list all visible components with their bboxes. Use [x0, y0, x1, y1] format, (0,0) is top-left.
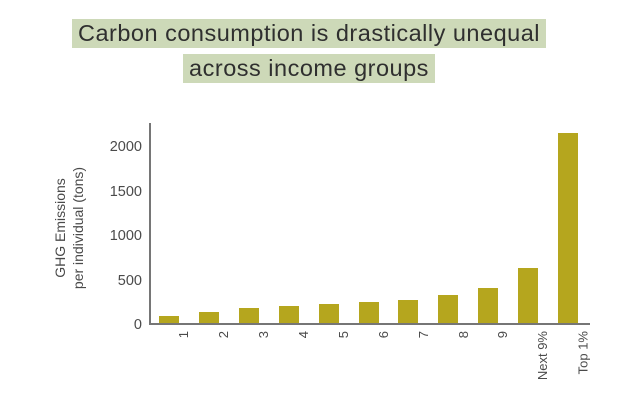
bar-Top 1% — [558, 133, 578, 323]
bar-7 — [398, 299, 419, 323]
y-axis-line — [149, 123, 151, 325]
page-title: Carbon consumption is drastically unequa… — [0, 16, 618, 86]
bar-Next 9% — [518, 267, 539, 323]
bar-3 — [238, 308, 259, 323]
bar-9 — [478, 288, 499, 323]
plot-area — [150, 123, 590, 323]
bar-1 — [159, 316, 179, 323]
y-axis-label: GHG Emissions per individual (tons) — [52, 166, 86, 290]
bar-8 — [438, 294, 459, 323]
page-title-line-2: across income groups — [0, 51, 618, 86]
bar-4 — [278, 305, 299, 323]
x-axis-line — [149, 323, 590, 325]
y-tick-500: 500 — [117, 272, 142, 289]
bar-6 — [358, 301, 379, 323]
bar-5 — [318, 303, 339, 323]
y-tick-1500: 1500 — [109, 183, 142, 200]
y-tick-1000: 1000 — [109, 228, 142, 244]
bar-2 — [198, 312, 219, 323]
y-tick-2000: 2000 — [109, 139, 142, 155]
page-title-line-1: Carbon consumption is drastically unequa… — [0, 16, 618, 51]
y-tick-0: 0 — [133, 317, 142, 333]
